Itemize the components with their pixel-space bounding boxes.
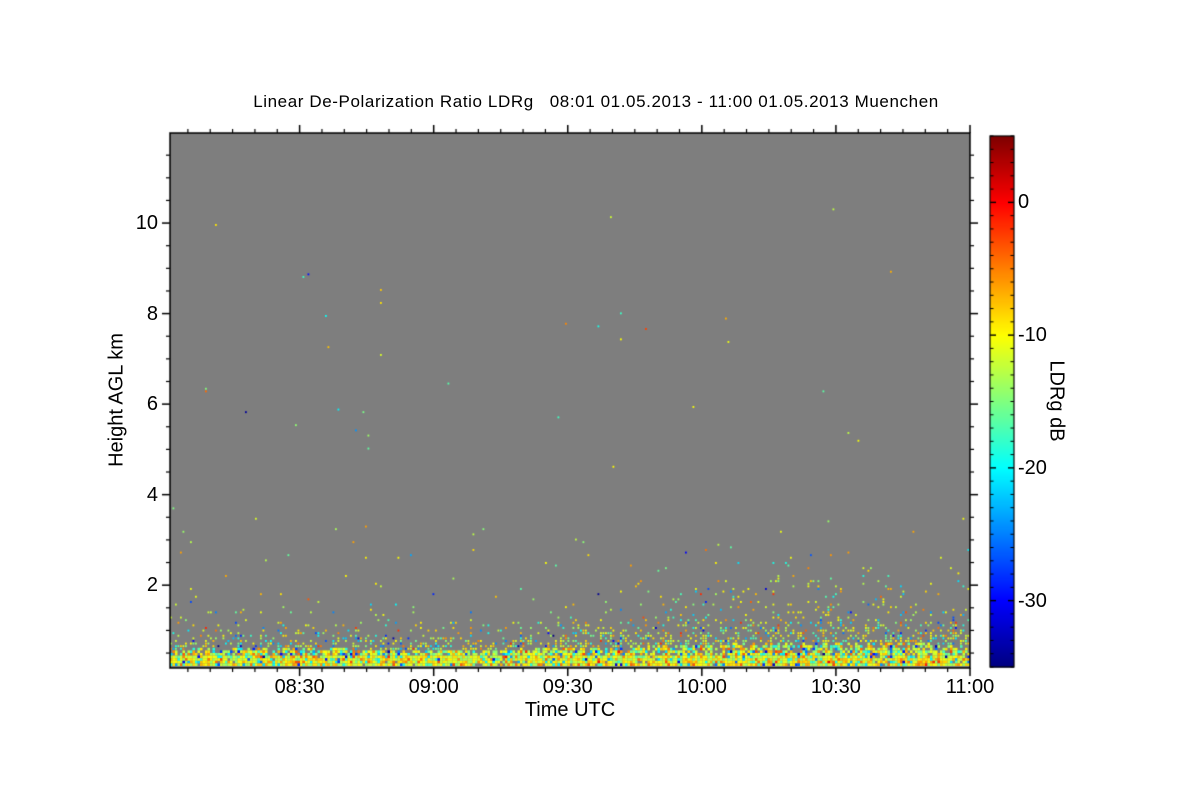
x-axis-label: Time UTC [524,699,616,721]
colorbar-tick-label: -10 [1018,324,1047,347]
x-tick-label: 09:00 [408,676,459,698]
x-tick-label: 11:00 [945,676,995,698]
x-tick-label: 09:30 [542,676,593,698]
y-tick-label: 10 [135,212,158,235]
colorbar-tick-label: -30 [1018,589,1047,612]
colorbar-tick-label: 0 [1018,191,1030,214]
colorbar-label: LDRg dB [1045,360,1068,442]
x-tick-label: 10:30 [810,676,861,698]
colorbar-tick-label: -20 [1018,456,1047,479]
x-tick-label: 10:00 [676,676,727,698]
x-tick-label: 08:30 [274,676,325,698]
y-tick-label: 2 [146,574,158,597]
y-tick-label: 6 [146,393,158,416]
y-tick-label: 8 [146,302,158,325]
y-tick-label: 4 [146,483,158,506]
